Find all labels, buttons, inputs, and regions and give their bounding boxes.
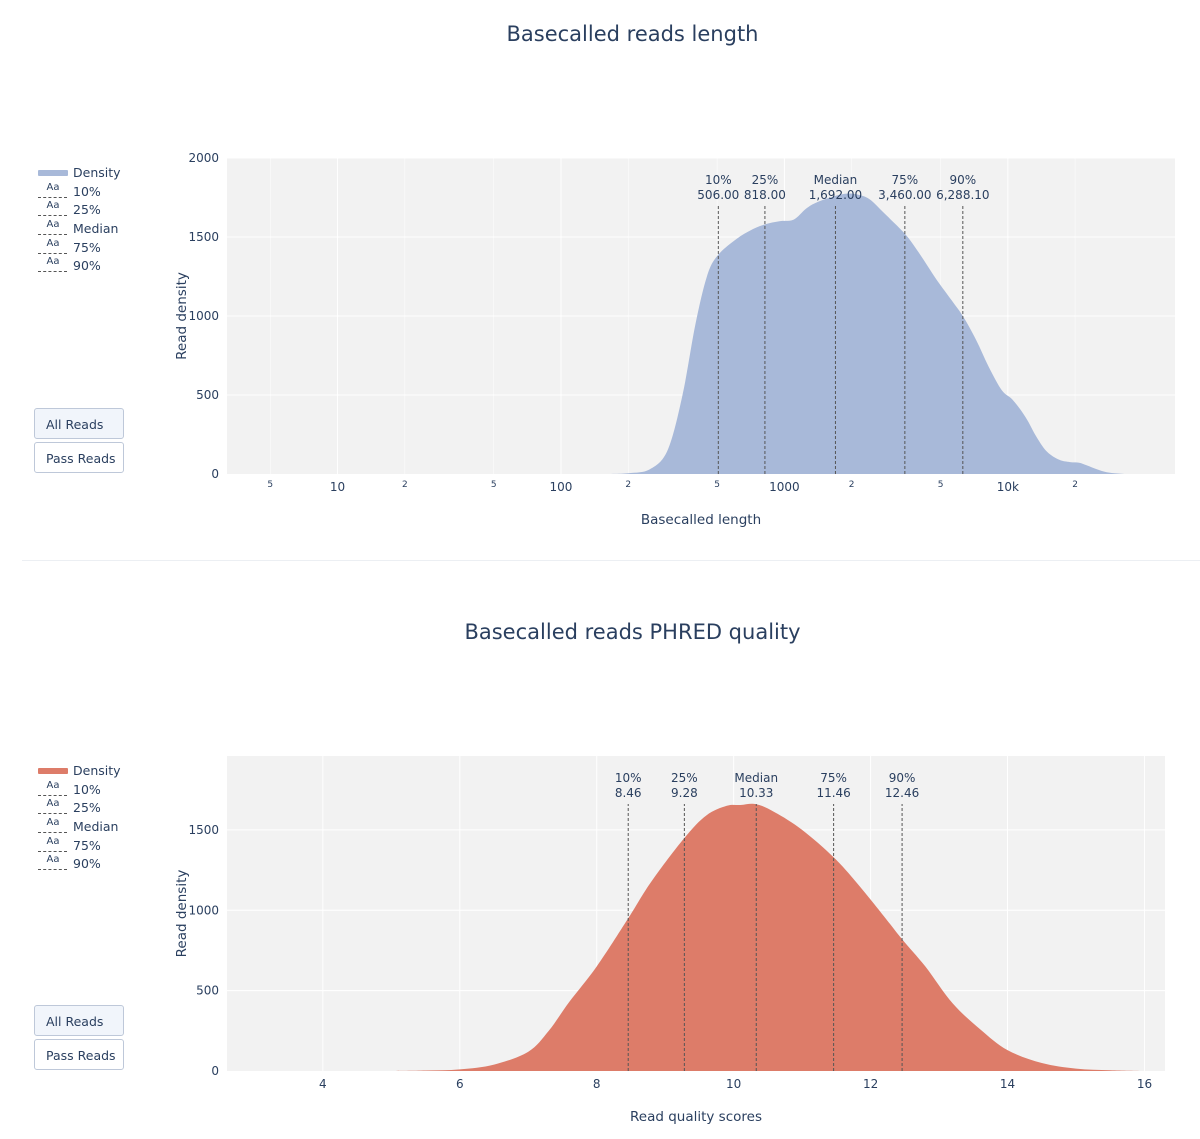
quantile-label: 25% — [671, 771, 698, 785]
dash-line-icon — [38, 234, 67, 236]
y-tick-label: 0 — [211, 1064, 219, 1078]
quantile-label: 25% — [752, 173, 779, 187]
x-minor-tick-label: 5 — [267, 480, 273, 490]
dash-line-icon — [38, 196, 67, 198]
all-reads-button[interactable]: All Reads — [34, 408, 124, 439]
x-tick-label: 16 — [1137, 1077, 1152, 1091]
y-tick-label: 500 — [196, 984, 219, 998]
aa-icon: Aa — [46, 237, 60, 249]
y-tick-label: 1500 — [188, 230, 219, 244]
legend-item-10[interactable]: Aa 10% — [38, 779, 121, 800]
legend-item-median[interactable]: Aa Median — [38, 219, 121, 239]
legend-item-25[interactable]: Aa 25% — [38, 798, 121, 818]
all-reads-button[interactable]: All Reads — [34, 1005, 124, 1036]
aa-icon: Aa — [46, 835, 60, 847]
x-minor-tick-label: 2 — [625, 480, 631, 490]
legend-item-25[interactable]: Aa 25% — [38, 200, 121, 220]
y-axis-title: Read density — [174, 870, 190, 958]
density-swatch-icon — [38, 170, 68, 176]
aa-icon: Aa — [46, 817, 60, 829]
dash-line-icon — [38, 794, 67, 796]
aa-icon: Aa — [46, 200, 60, 212]
x-tick-label: 10k — [997, 480, 1019, 494]
x-tick-label: 14 — [1000, 1077, 1015, 1091]
x-tick-label: 12 — [863, 1077, 878, 1091]
y-tick-label: 1000 — [188, 309, 219, 323]
y-tick-label: 0 — [211, 467, 219, 481]
quantile-label: 90% — [949, 173, 976, 187]
aa-icon: Aa — [46, 779, 60, 791]
quantile-label: 90% — [889, 771, 916, 785]
density-area — [600, 193, 1127, 474]
quantile-value: 9.28 — [671, 786, 698, 800]
quantile-value: 6,288.10 — [936, 188, 989, 202]
legend-item-75[interactable]: Aa 75% — [38, 237, 121, 258]
x-axis-title: Read quality scores — [630, 1109, 762, 1125]
legend-length: Density Aa 10% Aa 25% Aa Median Aa 75% Aa 90% — [38, 164, 121, 276]
quantile-label: Median — [734, 771, 778, 785]
aa-icon: Aa — [46, 181, 60, 193]
quantile-label: Median — [814, 173, 858, 187]
x-tick-label: 10 — [726, 1077, 741, 1091]
chart-title-length: Basecalled reads length — [506, 22, 759, 46]
chart-title-quality: Basecalled reads PHRED quality — [464, 620, 801, 644]
y-tick-label: 1000 — [188, 903, 219, 917]
legend-item-density[interactable]: Density — [38, 164, 121, 183]
section-divider — [22, 560, 1200, 561]
quantile-value: 3,460.00 — [878, 188, 931, 202]
dash-line-icon — [38, 215, 67, 217]
quantile-label: 10% — [615, 771, 642, 785]
x-tick-label: 10 — [330, 480, 345, 494]
y-tick-label: 1500 — [188, 823, 219, 837]
aa-icon: Aa — [46, 219, 60, 231]
quantile-label: 10% — [705, 173, 732, 187]
x-axis-title: Basecalled length — [641, 512, 761, 528]
y-tick-label: 2000 — [188, 151, 219, 165]
aa-icon: Aa — [46, 256, 60, 268]
legend-item-90[interactable]: Aa 90% — [38, 256, 121, 276]
pass-reads-button[interactable]: Pass Reads — [34, 1039, 124, 1070]
density-area — [391, 803, 1145, 1071]
quantile-value: 11.46 — [816, 786, 850, 800]
quantile-value: 506.00 — [697, 188, 739, 202]
legend-item-median[interactable]: Aa Median — [38, 817, 121, 837]
x-tick-label: 4 — [319, 1077, 327, 1091]
x-tick-label: 1000 — [769, 480, 800, 494]
x-minor-tick-label: 2 — [1072, 480, 1078, 490]
quantile-value: 10.33 — [739, 786, 773, 800]
x-tick-label: 8 — [593, 1077, 601, 1091]
quantile-value: 818.00 — [744, 188, 786, 202]
legend-item-density[interactable]: Density — [38, 762, 121, 781]
x-minor-tick-label: 5 — [938, 480, 944, 490]
y-axis-title: Read density — [174, 272, 190, 360]
legend-item-75[interactable]: Aa 75% — [38, 835, 121, 856]
legend-item-90[interactable]: Aa 90% — [38, 854, 121, 874]
aa-icon: Aa — [46, 854, 60, 866]
x-minor-tick-label: 2 — [849, 480, 855, 490]
x-tick-label: 6 — [456, 1077, 464, 1091]
dash-line-icon — [38, 813, 67, 815]
x-minor-tick-label: 5 — [714, 480, 720, 490]
density-swatch-icon — [38, 768, 68, 774]
quantile-value: 8.46 — [615, 786, 642, 800]
legend-item-10[interactable]: Aa 10% — [38, 181, 121, 202]
dash-line-icon — [38, 850, 67, 852]
pass-reads-button[interactable]: Pass Reads — [34, 442, 124, 473]
aa-icon: Aa — [46, 798, 60, 810]
quantile-label: 75% — [820, 771, 847, 785]
length-density-chart: 0 500 1000 1500 2000 10 100 1000 10k 5 2 5 2 5 2 5 2 10%5… — [174, 151, 1175, 528]
dash-line-icon — [38, 252, 67, 254]
quantile-value: 12.46 — [885, 786, 919, 800]
dash-line-icon — [38, 832, 67, 834]
legend-quality: Density Aa 10% Aa 25% Aa Median Aa 75% Aa 90% — [38, 762, 121, 874]
quantile-value: 1,692.00 — [809, 188, 862, 202]
y-tick-label: 500 — [196, 388, 219, 402]
dash-line-icon — [38, 271, 67, 273]
dash-line-icon — [38, 869, 67, 871]
x-tick-label: 100 — [550, 480, 573, 494]
quantile-label: 75% — [892, 173, 919, 187]
x-minor-tick-label: 5 — [491, 480, 497, 490]
x-minor-tick-label: 2 — [402, 480, 408, 490]
